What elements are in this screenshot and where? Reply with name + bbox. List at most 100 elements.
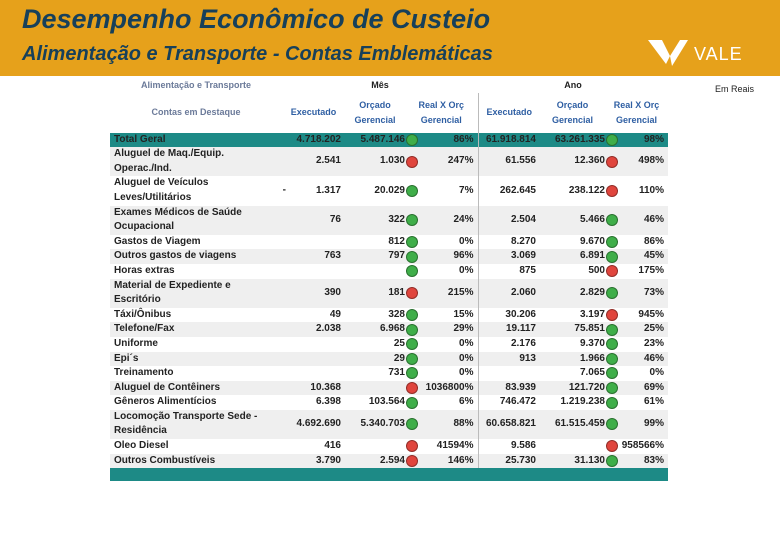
account-name: Exames Médicos de Saúde Ocupacional	[110, 206, 282, 235]
ratio-text: 29%	[453, 323, 474, 335]
budget-text: 9.670	[579, 235, 605, 247]
ratio-value: 15%	[405, 308, 478, 323]
account-name: Material de Expediente e Escritório	[110, 279, 282, 308]
ratio-value: 61%	[605, 395, 668, 410]
budget-value: 5.340.703	[345, 410, 406, 439]
budget-value: 63.261.335	[540, 133, 605, 148]
budget-text: 2.594	[379, 454, 405, 466]
budget-value: 812	[345, 235, 405, 250]
ratio-text: 41594%	[436, 440, 474, 452]
budget-text: 2.829	[579, 286, 605, 298]
column-header: Executado	[477, 92, 540, 133]
ratio-value: 41594%	[405, 439, 478, 454]
data-row: Uniforme 25 0% 2.176 9.370 23%	[110, 336, 668, 352]
ratio-text: 98%	[643, 133, 664, 145]
status-indicator	[606, 133, 618, 146]
budget-value: 731	[345, 366, 405, 381]
account-line: Operac./Ind.	[114, 162, 172, 174]
data-row: Aluguel de Veículos Leves/Utilitários - 1.3…	[110, 176, 668, 206]
budget-text: 9.370	[579, 337, 605, 349]
account-name: Treinamento	[110, 366, 282, 381]
budget-value: 31.130	[540, 454, 605, 469]
budget-value: 2.594	[345, 454, 405, 469]
data-row: Outros Combustíveis 3.790 2.594 146% 25.730 3…	[110, 453, 668, 469]
account-line: Residência	[114, 425, 167, 437]
ratio-text: 175%	[638, 264, 664, 276]
executed-value: 30.206	[477, 307, 540, 323]
ratio-value: 945%	[605, 308, 668, 323]
account-line: Horas extras	[114, 264, 175, 276]
executed-value	[282, 337, 345, 352]
ratio-text: 0%	[459, 264, 474, 276]
ratio-value: 23%	[605, 337, 668, 352]
page-subtitle: Alimentação e Transporte - Contas Emblem…	[22, 43, 493, 65]
status-indicator	[606, 440, 618, 453]
ratio-text: 23%	[643, 337, 664, 349]
account-name: Aluguel de Contêiners	[110, 381, 282, 396]
ratio-text: 110%	[638, 184, 664, 196]
column-header: Executado	[290, 107, 337, 118]
account-line: Material de Expediente e	[114, 279, 231, 291]
status-indicator	[406, 133, 418, 146]
budget-value: 3.197	[540, 308, 605, 323]
ratio-value: 0%	[405, 264, 478, 279]
ratio-value: 25%	[605, 322, 668, 337]
account-name: Uniforme	[110, 337, 282, 352]
status-indicator	[406, 265, 418, 278]
ratio-value: 247%	[405, 147, 478, 176]
ratio-value: 45%	[605, 249, 668, 264]
account-name: Gêneros Alimentícios	[110, 395, 282, 410]
status-indicator	[406, 323, 418, 336]
ratio-text: 45%	[643, 250, 664, 262]
status-indicator	[606, 265, 618, 278]
ratio-text: 88%	[453, 418, 474, 430]
data-row: Táxi/Ônibus 49 328 15% 30.206 3.197 945%	[110, 307, 668, 323]
status-indicator	[606, 287, 618, 300]
status-indicator	[606, 454, 618, 467]
ratio-value: 146%	[405, 454, 478, 469]
ratio-text: 0%	[649, 367, 664, 379]
budget-text: 121.720	[568, 381, 605, 393]
executed-value: 913	[477, 351, 540, 367]
status-indicator	[606, 155, 618, 168]
budget-value: 6.891	[540, 249, 605, 264]
account-line: Outros gastos de viagens	[114, 250, 237, 262]
executed-value: 4.692.690	[296, 418, 342, 430]
data-row: Gastos de Viagem 812 0% 8.270 9.670 86%	[110, 234, 668, 250]
status-indicator	[606, 214, 618, 227]
status-indicator	[406, 309, 418, 322]
ratio-text: 46%	[643, 352, 664, 364]
header-band	[0, 0, 780, 76]
group-header-row: Alimentação e Transporte Mês Ano	[110, 78, 668, 93]
status-indicator	[606, 250, 618, 263]
budget-text: 181	[388, 286, 405, 298]
status-indicator	[406, 440, 418, 453]
ratio-text: 945%	[638, 308, 664, 320]
ratio-text: 86%	[643, 235, 664, 247]
executed-value: 25.730	[477, 453, 540, 469]
corner-title: Alimentação e Transporte	[140, 80, 252, 90]
executed-value	[282, 264, 345, 279]
budget-value: 797	[345, 249, 405, 264]
ratio-value: 24%	[405, 206, 478, 235]
status-indicator	[406, 418, 418, 431]
ratio-text: 73%	[643, 286, 664, 298]
ratio-text: 46%	[643, 213, 664, 225]
ratio-value: 0%	[405, 337, 478, 352]
executed-value: 390	[324, 286, 341, 298]
data-row: Treinamento 731 0% 7.065 0%	[110, 366, 668, 381]
column-header: Real X Orç Gerencial	[613, 100, 660, 125]
budget-text: 797	[388, 250, 405, 262]
corner-subtitle: Contas em Destaque	[151, 107, 241, 118]
ratio-value: 215%	[405, 279, 478, 308]
status-indicator	[406, 287, 418, 300]
data-row: Epi´s 29 0% 913 1.966 46%	[110, 351, 668, 367]
budget-value: 328	[345, 308, 405, 323]
ratio-text: 99%	[643, 418, 664, 430]
executed-value: 61.556	[477, 147, 540, 177]
budget-value: 1.030	[345, 147, 405, 176]
budget-text: 20.029	[374, 184, 405, 196]
executed-value: 83.939	[477, 380, 540, 396]
executed-value: 10.368	[310, 381, 341, 393]
status-indicator	[606, 236, 618, 249]
